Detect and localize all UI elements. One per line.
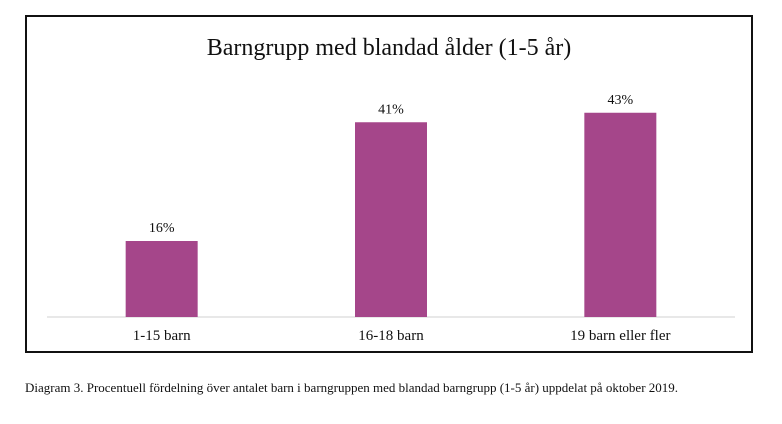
chart-frame: Barngrupp med blandad ålder (1-5 år) 16%… <box>25 15 753 353</box>
bar-chart: Barngrupp med blandad ålder (1-5 år) 16%… <box>47 35 735 344</box>
bar-1 <box>355 122 427 317</box>
data-label-0: 16% <box>149 221 175 236</box>
x-tick-label-2: 19 barn eller fler <box>570 328 670 344</box>
bars-layer: 16% 1-15 barn 41% 16-18 barn 43% 19 barn elle… <box>125 93 671 344</box>
data-label-1: 41% <box>378 102 404 117</box>
data-label-2: 43% <box>607 93 633 108</box>
x-tick-label-1: 16-18 barn <box>358 328 424 344</box>
x-tick-label-0: 1-15 barn <box>133 328 191 344</box>
bar-0 <box>125 241 198 317</box>
figure-caption: Diagram 3. Procentuell fördelning över a… <box>25 380 679 395</box>
chart-title: Barngrupp med blandad ålder (1-5 år) <box>207 35 572 61</box>
bar-2 <box>584 112 657 317</box>
